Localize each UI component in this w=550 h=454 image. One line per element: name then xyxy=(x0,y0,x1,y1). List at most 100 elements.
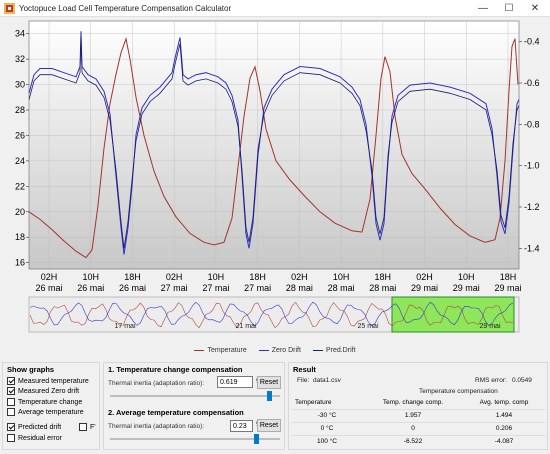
checkbox-label: Average temperature xyxy=(18,408,84,416)
right-tick-label: -0.8 xyxy=(524,119,540,129)
left-axis: 34 32 30 28 26 24 22 20 18 16 xyxy=(15,29,29,268)
comp1-label: Thermal inertia (adaptation ratio): xyxy=(108,380,205,387)
chart-area[interactable]: 34 32 30 28 26 24 22 20 18 16 -0.4 -0.6 -0.8 -1.0 -1.… xyxy=(0,17,550,333)
x-tick-date: 26 mai xyxy=(77,283,104,293)
comp-group-header: Temperature compensation xyxy=(419,388,498,395)
left-tick-label: 22 xyxy=(15,181,25,191)
cell-avg-temp: -4.087 xyxy=(494,438,514,446)
left-tick-label: 16 xyxy=(15,258,25,268)
checkbox-temperature-change[interactable]: Temperature change xyxy=(7,398,82,406)
col-temperature: Temperature xyxy=(295,398,332,406)
col-avg-temp: Avg. temp. comp xyxy=(479,398,529,406)
window-title: Yoctopuce Load Cell Temperature Compensa… xyxy=(19,4,232,13)
x-tick-date: 29 mai xyxy=(411,283,438,293)
checkbox-measured-temperature[interactable]: Measured temperature xyxy=(7,377,89,385)
comp1-slider-track[interactable] xyxy=(110,395,280,397)
navigator[interactable]: 17 mai 21 mai 25 mai 29 mai xyxy=(28,296,520,333)
comp1-inertia-input[interactable] xyxy=(217,376,253,388)
series-pred-drift-line xyxy=(28,37,520,249)
result-panel: Result File: data1.csv RMS error: 0.0549… xyxy=(288,362,548,450)
left-tick-label: 32 xyxy=(15,54,25,64)
left-tick-label: 18 xyxy=(15,232,25,242)
x-tick-time: 10H xyxy=(82,272,99,282)
checkbox-label: Measured Zero drift xyxy=(18,387,80,395)
comp2-slider-track[interactable] xyxy=(110,438,280,440)
show-graphs-panel: Show graphs Measured temperature Measure… xyxy=(2,362,100,450)
x-tick-time: 10H xyxy=(208,272,225,282)
show-graphs-title: Show graphs xyxy=(7,365,55,374)
checkbox-label: Temperature change xyxy=(18,398,83,406)
checkbox-box[interactable] xyxy=(7,423,15,431)
compensation-panel: 1. Temperature change compensation Therm… xyxy=(103,362,285,450)
legend-swatch xyxy=(312,349,323,351)
right-tick-label: -0.6 xyxy=(524,78,540,88)
right-tick-label: -1.2 xyxy=(524,202,540,212)
legend-swatch xyxy=(194,349,205,351)
comp2-slider-thumb[interactable] xyxy=(253,434,259,444)
comp2-label: Thermal inertia (adaptation ratio): xyxy=(108,423,205,430)
left-tick-label: 26 xyxy=(15,130,25,140)
comp2-inertia-input[interactable] xyxy=(230,420,253,432)
title-bar: Yoctopuce Load Cell Temperature Compensa… xyxy=(0,0,550,17)
x-tick-time: 02H xyxy=(166,272,183,282)
left-tick-label: 24 xyxy=(15,156,25,166)
maximize-button[interactable]: ☐ xyxy=(504,3,514,14)
right-tick-label: -1.0 xyxy=(524,161,540,171)
x-tick-date: 29 mai xyxy=(453,283,480,293)
checkbox-f-prime[interactable]: F' xyxy=(79,423,96,431)
checkbox-box[interactable] xyxy=(7,398,15,406)
checkbox-box[interactable] xyxy=(7,377,15,385)
comp1-slider-thumb[interactable] xyxy=(267,391,273,401)
checkbox-label: Measured temperature xyxy=(18,377,89,385)
legend-label: Temperature xyxy=(207,346,247,354)
comp1-reset-button[interactable]: Reset xyxy=(257,376,281,389)
x-tick-date: 27 mai xyxy=(244,283,271,293)
minimize-button[interactable]: — xyxy=(478,3,488,14)
checkbox-box[interactable] xyxy=(7,387,15,395)
cell-avg-temp: 1.494 xyxy=(495,412,513,419)
result-table: Temperature Temp. change comp. Avg. temp… xyxy=(291,396,545,448)
comp1-title: 1. Temperature change compensation xyxy=(108,365,243,374)
x-tick-time: 10H xyxy=(458,272,475,282)
checkbox-box[interactable] xyxy=(79,423,87,431)
cell-temperature: 100 °C xyxy=(317,438,337,446)
x-tick-date: 28 mai xyxy=(369,283,396,293)
checkbox-label: Predicted drift xyxy=(18,423,62,431)
navigator-label: 17 mai xyxy=(114,323,135,330)
chart-legend: Temperature Zero Drift Pred.Drift xyxy=(0,345,550,355)
checkbox-box[interactable] xyxy=(7,434,15,442)
checkbox-measured-zero-drift[interactable]: Measured Zero drift xyxy=(7,387,79,395)
rms-value: 0.0549 xyxy=(512,377,532,384)
x-tick-date: 26 mai xyxy=(119,283,146,293)
x-tick-time: 18H xyxy=(124,272,141,282)
left-tick-label: 30 xyxy=(15,80,25,90)
cell-temp-change: 1.957 xyxy=(404,412,422,419)
legend-swatch xyxy=(258,349,269,351)
right-tick-label: -0.4 xyxy=(524,37,540,47)
navigator-selection[interactable] xyxy=(391,296,515,333)
x-tick-date: 28 mai xyxy=(328,283,355,293)
checkbox-residual-error[interactable]: Residual error xyxy=(7,434,62,442)
left-tick-label: 20 xyxy=(15,207,25,217)
x-tick-time: 02H xyxy=(41,272,58,282)
cell-temp-change: -6.522 xyxy=(403,438,423,446)
legend-item-temperature: Temperature xyxy=(194,345,247,355)
cell-avg-temp: 0.206 xyxy=(495,425,513,432)
table-row: 0 °C 0 0.206 xyxy=(291,422,545,435)
left-tick-label: 28 xyxy=(15,105,25,115)
navigator-label: 29 mai xyxy=(479,323,500,330)
checkbox-box[interactable] xyxy=(7,408,15,416)
chart-svg[interactable]: 34 32 30 28 26 24 22 20 18 16 -0.4 -0.6 -0.8 -1.0 -1.… xyxy=(0,17,550,347)
legend-label: Zero Drift xyxy=(271,346,301,354)
table-row: -30 °C 1.957 1.494 xyxy=(291,409,545,422)
checkbox-predicted-drift[interactable]: Predicted drift xyxy=(7,423,61,431)
comp2-reset-button[interactable]: Reset xyxy=(257,419,281,432)
file-label: File: xyxy=(297,377,310,384)
right-tick-label: -1.4 xyxy=(524,243,540,253)
close-button[interactable]: ✕ xyxy=(530,3,540,14)
x-tick-date: 27 mai xyxy=(161,283,188,293)
result-title: Result xyxy=(293,365,316,374)
table-header-row: Temperature Temp. change comp. Avg. temp… xyxy=(291,396,545,409)
comp2-title: 2. Average temperature compensation xyxy=(108,408,244,417)
checkbox-average-temperature[interactable]: Average temperature xyxy=(7,408,84,416)
